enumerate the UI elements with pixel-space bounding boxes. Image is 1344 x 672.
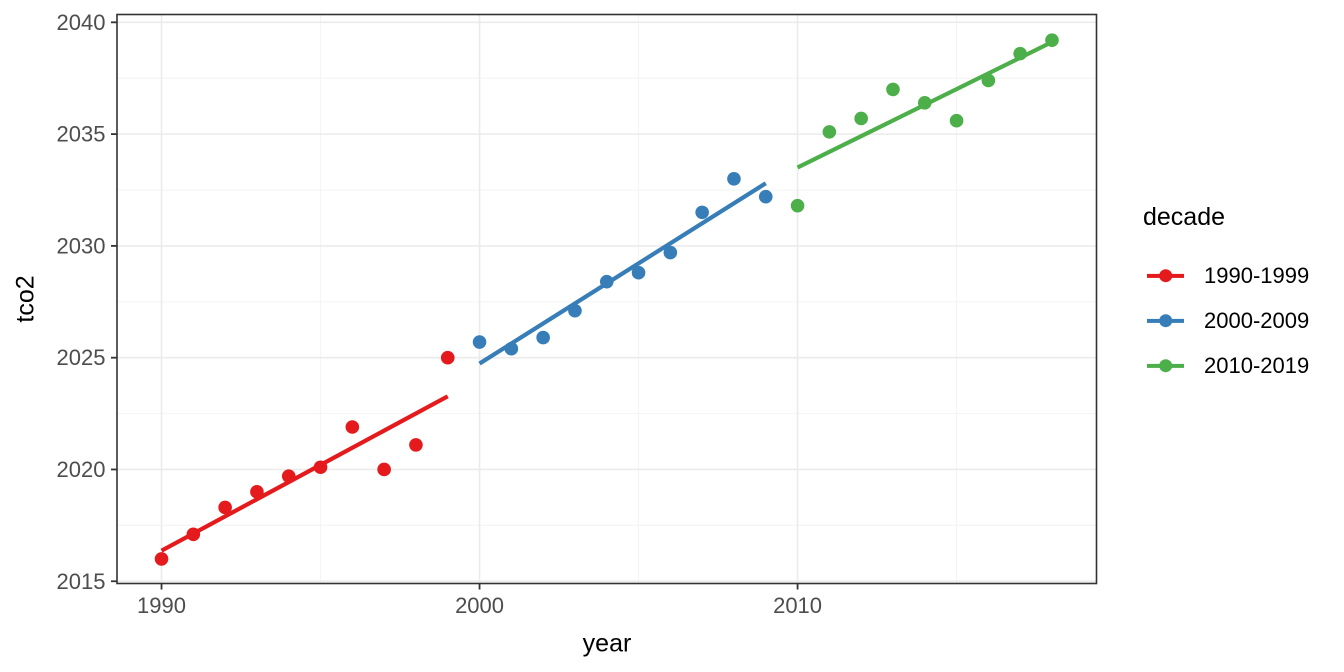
y-tick-label: 2040 (57, 10, 106, 35)
data-point (472, 335, 487, 349)
x-axis-title: year (582, 629, 632, 658)
legend-key (1147, 358, 1184, 374)
data-point (949, 113, 964, 128)
y-axis-title: tco2 (11, 275, 40, 323)
trend-line (478, 181, 767, 366)
y-tick-label: 2015 (57, 569, 106, 594)
data-point (886, 82, 900, 97)
point-icon (1158, 268, 1173, 283)
data-point (758, 189, 773, 204)
data-point (440, 350, 455, 365)
legend-item-label: 2000-2009 (1204, 307, 1310, 333)
legend-items: 1990-1999 2000-2009 2010-2019 (1143, 253, 1309, 388)
legend-title: decade (1143, 203, 1226, 231)
legend-key (1147, 268, 1184, 284)
legend-item-label: 1990-1999 (1204, 262, 1310, 288)
legend-item-1990s: 1990-1999 (1143, 253, 1309, 298)
data-point (345, 420, 360, 434)
data-point (663, 245, 678, 260)
y-tick-label: 2020 (57, 457, 106, 482)
data-point (631, 265, 646, 280)
data-point (854, 111, 868, 126)
panel-background (117, 14, 1097, 584)
trend-line (160, 394, 449, 553)
trend-line (796, 40, 1053, 170)
data-point (377, 462, 391, 477)
x-tick-label: 2000 (455, 593, 504, 618)
legend: decade 1990-1999 2000-2009 (1143, 202, 1309, 388)
legend-key (1147, 313, 1184, 329)
data-point (695, 205, 709, 220)
data-point (409, 438, 423, 452)
data-point (218, 500, 232, 515)
point-icon (1158, 358, 1173, 373)
x-tick-label: 2010 (773, 593, 822, 618)
data-point (536, 330, 550, 345)
legend-item-2000s: 2000-2009 (1143, 298, 1309, 343)
y-tick-label: 2030 (57, 233, 106, 258)
panel-border (116, 13, 1098, 585)
legend-item-label: 2010-2019 (1204, 352, 1310, 378)
data-point (154, 552, 169, 566)
data-point (727, 172, 741, 186)
y-tick-label: 2025 (57, 345, 106, 370)
x-tick-label: 1990 (137, 593, 186, 618)
point-icon (1158, 313, 1173, 328)
data-point (822, 125, 837, 139)
y-tick-label: 2035 (57, 122, 106, 147)
legend-item-2010s: 2010-2019 (1143, 343, 1309, 388)
data-point (790, 198, 805, 213)
